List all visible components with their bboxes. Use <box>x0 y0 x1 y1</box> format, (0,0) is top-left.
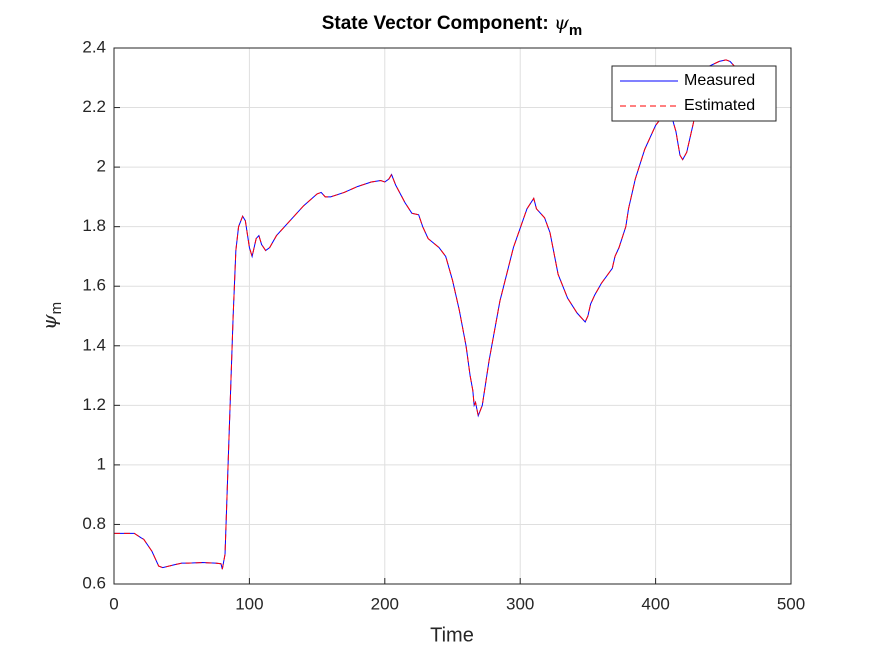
y-tick-label: 0.8 <box>82 514 106 533</box>
x-tick-label: 500 <box>777 594 805 613</box>
legend-box <box>611 65 777 122</box>
y-axis-title: ψm <box>37 302 65 330</box>
x-tick-label: 300 <box>506 594 534 613</box>
y-tick-label: 1.4 <box>82 335 106 354</box>
x-axis-title: Time <box>430 624 474 646</box>
legend: Measured Estimated <box>611 65 777 122</box>
data-line <box>114 59 735 570</box>
title-text: State Vector Component: <box>322 13 549 34</box>
y-tick-label: 1 <box>97 454 106 473</box>
y-axis-subscript: m <box>48 302 65 315</box>
y-tick-label: 2.2 <box>82 97 106 116</box>
y-tick-label: 1.8 <box>82 216 106 235</box>
chart-title: State Vector Component: ψm <box>322 12 583 39</box>
plot-area <box>114 48 791 584</box>
legend-label: Measured <box>684 72 755 89</box>
y-tick-label: 1.2 <box>82 395 106 414</box>
title-subscript: m <box>569 22 582 39</box>
x-tick-label: 100 <box>235 594 263 613</box>
x-tick-label: 400 <box>641 594 669 613</box>
y-tick-label: 1.6 <box>82 276 106 295</box>
legend-label: Estimated <box>684 97 755 114</box>
x-tick-label: 200 <box>371 594 399 613</box>
x-tick-label: 0 <box>109 594 118 613</box>
y-tick-label: 2 <box>97 157 106 176</box>
y-tick-label: 0.6 <box>82 573 106 592</box>
y-tick-label: 2.4 <box>82 37 106 56</box>
y-axis-symbol: ψ <box>37 314 61 330</box>
title-symbol: ψ <box>554 12 570 34</box>
axes-box <box>113 47 792 585</box>
